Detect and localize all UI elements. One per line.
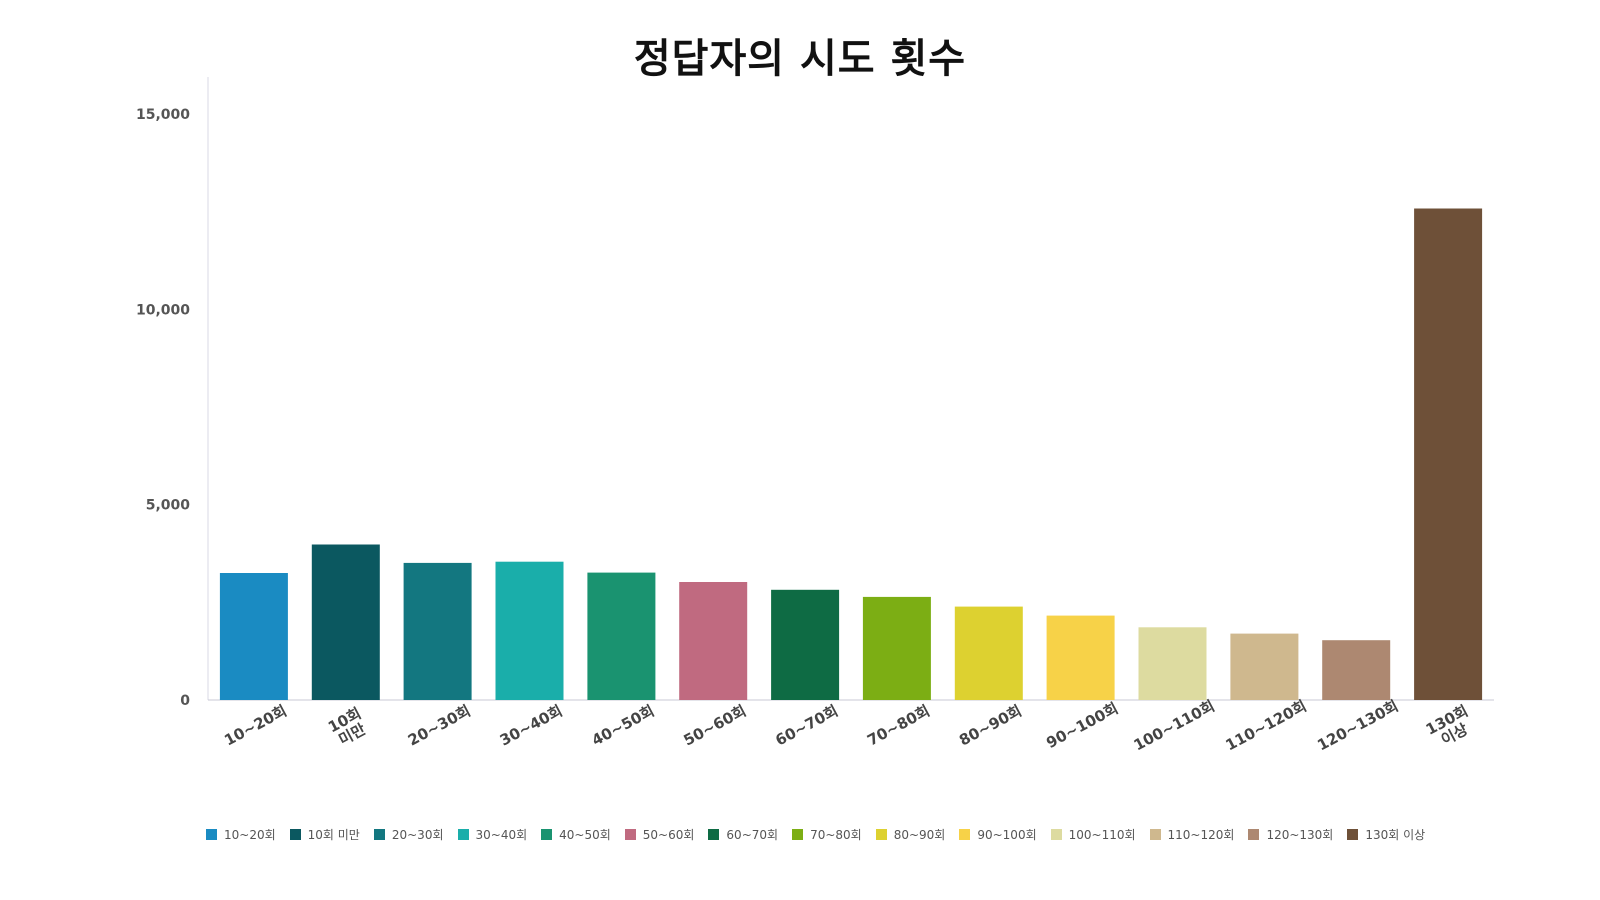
x-tick-label: 100~110회: [1131, 697, 1218, 755]
chart-legend: 10~20회 10회 미만 20~30회 30~40회 40~50회 50~60회 60~7…: [206, 826, 1466, 842]
x-tick-label: 30~40회: [497, 702, 566, 750]
x-tick-label-line: 60~70회: [772, 702, 841, 750]
y-tick-label: 0: [180, 693, 190, 709]
x-tick-label: 10~20회: [221, 702, 290, 750]
legend-swatch: [959, 828, 971, 840]
x-tick-label-line: 100~110회: [1131, 697, 1218, 755]
x-tick-label-line: 30~40회: [497, 702, 566, 750]
legend-label: 130회 이상: [1365, 827, 1426, 842]
legend-swatch: [792, 828, 804, 840]
legend-swatch: [1248, 828, 1260, 840]
legend-swatch: [708, 828, 720, 840]
x-tick-label: 20~30회: [405, 702, 474, 750]
legend-item[interactable]: 110~120회: [1149, 826, 1235, 842]
bar-6: [679, 582, 748, 700]
legend-item[interactable]: 70~80회: [792, 826, 862, 842]
legend-item[interactable]: 90~100회: [959, 826, 1037, 842]
legend-swatch: [373, 828, 385, 840]
legend-item[interactable]: 80~90회: [875, 826, 946, 842]
y-tick-label: 10,000: [136, 302, 190, 318]
legend-label: 100~110회: [1068, 827, 1136, 842]
legend-label: 30~40회: [475, 827, 528, 842]
x-tick-label-line: 80~90회: [956, 702, 1025, 750]
bar-11: [1138, 627, 1207, 700]
bar-5: [587, 572, 656, 700]
legend-swatch: [1050, 828, 1062, 840]
bar-14: [1414, 208, 1483, 700]
legend-item[interactable]: 100~110회: [1050, 826, 1136, 842]
bar-2: [311, 544, 380, 700]
legend-label: 40~50회: [559, 827, 611, 842]
x-tick-label: 90~100회: [1043, 699, 1121, 752]
x-tick-label: 60~70회: [772, 702, 841, 750]
legend-swatch: [206, 828, 217, 840]
legend-label: 70~80회: [810, 827, 862, 842]
legend-swatch: [541, 828, 553, 840]
legend-label: 10회 미만: [307, 827, 360, 842]
x-tick-label: 80~90회: [956, 702, 1025, 750]
x-tick-label: 40~50회: [589, 702, 658, 750]
legend-item[interactable]: 10~20회: [206, 826, 276, 842]
y-tick-label: 5,000: [146, 498, 191, 514]
x-tick-label: 130회이상: [1423, 702, 1479, 753]
bar-13: [1322, 640, 1391, 700]
x-tick-label-line: 20~30회: [405, 702, 474, 750]
bar-8: [862, 596, 931, 700]
legend-label: 90~100회: [977, 827, 1037, 842]
legend-item[interactable]: 40~50회: [541, 826, 611, 842]
bar-12: [1230, 633, 1299, 700]
bar-7: [771, 589, 840, 700]
legend-label: 50~60회: [642, 827, 695, 842]
x-tick-label-line: 70~80회: [864, 702, 933, 750]
legend-item[interactable]: 50~60회: [624, 826, 695, 842]
bar-1: [219, 573, 288, 700]
legend-swatch: [457, 828, 469, 840]
legend-item[interactable]: 20~30회: [373, 826, 444, 842]
x-tick-label-line: 120~130회: [1314, 697, 1401, 755]
legend-label: 60~70회: [726, 827, 779, 842]
x-tick-label-line: 90~100회: [1043, 699, 1121, 752]
y-tick-label: 15,000: [136, 107, 190, 123]
x-tick-label: 110~120회: [1223, 697, 1310, 755]
x-tick-label: 70~80회: [864, 702, 933, 750]
x-tick-label-line: 10~20회: [221, 702, 290, 750]
legend-item[interactable]: 60~70회: [708, 826, 778, 842]
legend-item[interactable]: 120~130회: [1248, 826, 1333, 842]
legend-swatch: [875, 828, 887, 840]
bar-10: [1046, 615, 1115, 700]
chart-title: 정답자의 시도 횟수: [633, 36, 967, 82]
legend-label: 80~90회: [893, 827, 946, 842]
x-tick-label-line: 110~120회: [1223, 697, 1310, 755]
legend-swatch: [1149, 828, 1161, 840]
legend-item[interactable]: 30~40회: [457, 826, 528, 842]
x-tick-label: 120~130회: [1314, 697, 1401, 755]
legend-label: 10~20회: [224, 827, 276, 842]
legend-label: 110~120회: [1167, 827, 1235, 842]
x-tick-label-line: 50~60회: [681, 702, 750, 750]
bar-3: [403, 562, 472, 700]
bar-4: [495, 561, 564, 700]
legend-item[interactable]: 130회 이상: [1347, 826, 1425, 842]
legend-swatch: [624, 828, 636, 840]
legend-item[interactable]: 10회 미만: [289, 826, 360, 842]
legend-label: 120~130회: [1266, 827, 1334, 842]
x-tick-label: 10회미만: [325, 704, 372, 750]
legend-swatch: [289, 828, 301, 840]
legend-swatch: [1347, 828, 1359, 840]
x-tick-label: 50~60회: [681, 702, 750, 750]
legend-label: 20~30회: [391, 827, 444, 842]
bar-9: [954, 606, 1023, 700]
x-tick-label-line: 40~50회: [589, 702, 658, 750]
